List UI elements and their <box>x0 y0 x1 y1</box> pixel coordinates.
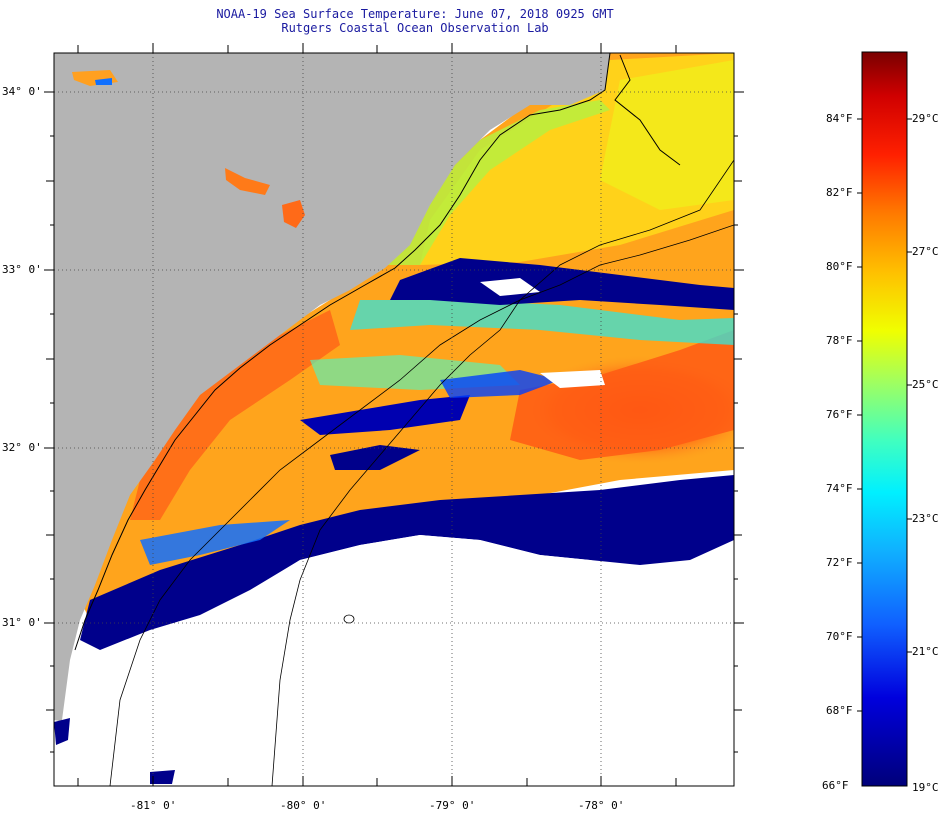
axis-ticks <box>44 43 744 786</box>
cbar-c-27: 27°C <box>912 245 939 258</box>
coastline <box>74 53 611 651</box>
colorbar-ticks <box>857 118 912 712</box>
lat-lon-grid <box>54 53 734 786</box>
cbar-c-25: 25°C <box>912 378 939 391</box>
cbar-f-72: 72°F <box>826 556 853 569</box>
cbar-c-29: 29°C <box>912 112 939 125</box>
cbar-f-80: 80°F <box>826 260 853 273</box>
southern-cold-edge <box>80 475 734 650</box>
lon-label-80: -80° 0' <box>280 799 327 812</box>
lat-label-31: 31° 0' <box>2 616 42 629</box>
lon-label-78: -78° 0' <box>578 799 625 812</box>
cbar-c-23: 23°C <box>912 512 939 525</box>
colorbar <box>861 51 908 787</box>
nearshore-band <box>380 100 610 265</box>
cbar-f-74: 74°F <box>826 482 853 495</box>
cbar-f-76: 76°F <box>826 408 853 421</box>
cbar-f-84: 84°F <box>826 112 853 125</box>
lat-label-33: 33° 0' <box>2 263 42 276</box>
lat-label-34: 34° 0' <box>2 85 42 98</box>
cbar-f-70: 70°F <box>826 630 853 643</box>
map-title: NOAA-19 Sea Surface Temperature: June 07… <box>216 7 614 21</box>
lon-label-79: -79° 0' <box>429 799 476 812</box>
cbar-f-66: 66°F <box>822 779 849 792</box>
lake-marion <box>282 200 305 228</box>
lat-label-32: 32° 0' <box>2 441 42 454</box>
map-subtitle: Rutgers Coastal Ocean Observation Lab <box>281 21 549 35</box>
map-field <box>54 53 734 786</box>
land <box>54 53 610 786</box>
cbar-c-21: 21°C <box>912 645 939 658</box>
cbar-f-82: 82°F <box>826 186 853 199</box>
cbar-f-68: 68°F <box>826 704 853 717</box>
cbar-f-78: 78°F <box>826 334 853 347</box>
cbar-c-19: 19°C <box>912 781 939 794</box>
lon-label-81: -81° 0' <box>130 799 177 812</box>
plot-frame <box>53 52 735 787</box>
shelf-contour <box>271 224 734 786</box>
